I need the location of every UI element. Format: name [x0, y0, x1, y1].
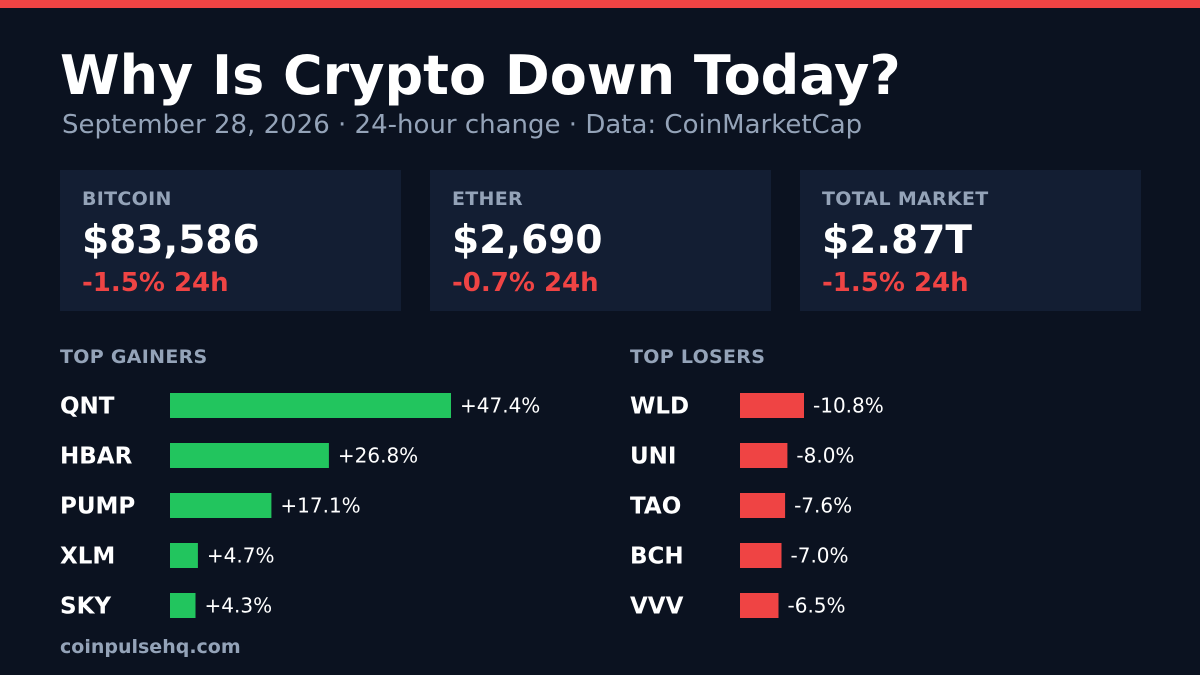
gainer-category-label: QNT [60, 394, 115, 420]
top-gainers-title: TOP GAINERS [60, 346, 208, 368]
gainer-bar [170, 543, 198, 568]
loser-value-label: -8.0% [796, 444, 854, 468]
loser-bar [740, 393, 804, 418]
loser-category-label: VVV [630, 594, 684, 620]
loser-category-label: WLD [630, 394, 689, 420]
loser-value-label: -7.6% [794, 494, 852, 518]
card-change: -0.7% 24h [452, 268, 599, 298]
total-market-card: TOTAL MARKET $2.87T -1.5% 24h [800, 170, 1141, 311]
card-value: $2.87T [822, 218, 972, 263]
card-value: $2,690 [452, 218, 603, 263]
gainer-category-label: SKY [60, 594, 111, 620]
loser-bar [740, 543, 782, 568]
loser-value-label: -7.0% [791, 544, 849, 568]
top-losers-title: TOP LOSERS [630, 346, 766, 368]
top-accent-bar [0, 0, 1200, 8]
ether-card: ETHER $2,690 -0.7% 24h [430, 170, 771, 311]
gainer-category-label: XLM [60, 544, 115, 570]
loser-category-label: BCH [630, 544, 684, 570]
page-title: Why Is Crypto Down Today? [60, 44, 901, 107]
loser-bar [740, 443, 788, 468]
gainer-value-label: +26.8% [338, 444, 418, 468]
loser-bar [740, 593, 779, 618]
gainer-category-label: PUMP [60, 494, 135, 520]
card-value: $83,586 [82, 218, 260, 263]
gainer-value-label: +17.1% [280, 494, 360, 518]
bitcoin-card: BITCOIN $83,586 -1.5% 24h [60, 170, 401, 311]
gainer-value-label: +4.3% [205, 594, 273, 618]
gainer-bar [170, 393, 451, 418]
card-label: ETHER [452, 188, 523, 210]
gainer-value-label: +4.7% [207, 544, 275, 568]
loser-value-label: -6.5% [788, 594, 846, 618]
card-change: -1.5% 24h [822, 268, 969, 298]
page-subtitle: September 28, 2026 · 24-hour change · Da… [62, 110, 863, 140]
gainer-bar [170, 443, 329, 468]
loser-category-label: TAO [630, 494, 681, 520]
card-change: -1.5% 24h [82, 268, 229, 298]
card-label: TOTAL MARKET [822, 188, 989, 210]
loser-value-label: -10.8% [813, 394, 884, 418]
gainer-bar [170, 493, 272, 518]
gainer-bar [170, 593, 196, 618]
loser-bar [740, 493, 786, 518]
gainer-category-label: HBAR [60, 444, 133, 470]
card-label: BITCOIN [82, 188, 172, 210]
footer-site: coinpulsehq.com [60, 636, 241, 658]
loser-category-label: UNI [630, 444, 676, 470]
gainer-value-label: +47.4% [460, 394, 540, 418]
